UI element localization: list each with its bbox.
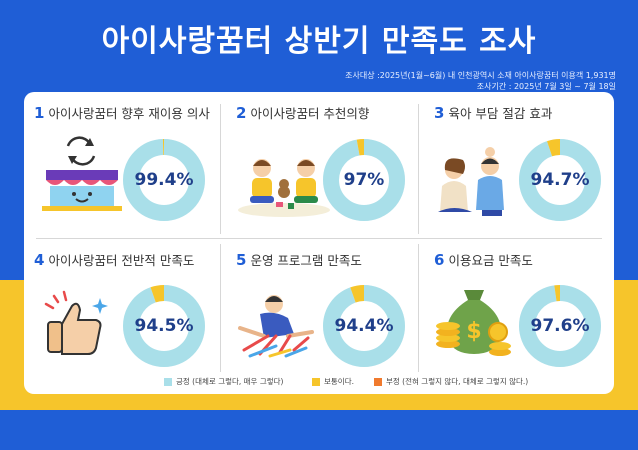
donut-value-5: 94.4% [334, 316, 394, 336]
donut-chart-2: 97% [322, 138, 406, 222]
chart-title-text: 이용요금 만족도 [448, 253, 533, 268]
svg-text:$: $ [466, 319, 481, 344]
results-card: 1 아이사랑꿈터 향후 재이용 의사 99.4% [24, 92, 614, 394]
chart-number: 5 [236, 251, 247, 269]
legend: 긍정 (대체로 그렇다, 매우 그렇다) 보통이다. 부정 (전혀 그렇지 않다… [24, 376, 614, 390]
donut-chart-6: 97.6% [518, 284, 602, 368]
children-playing-icon [236, 154, 332, 218]
chart-title-1: 1 아이사랑꿈터 향후 재이용 의사 [34, 103, 210, 122]
donut-svg-2 [323, 139, 405, 221]
chart-title-text: 아이사랑꿈터 전반적 만족도 [48, 253, 195, 268]
legend-item-negative: 부정 (전혀 그렇지 않다, 대체로 그렇지 않다.) [374, 376, 528, 387]
survey-meta: 조사대상 :2025년(1월~6월) 내 인천광역시 소재 아이사랑꿈터 이용객… [345, 70, 616, 92]
divider [418, 104, 419, 234]
donut-chart-4: 94.5% [122, 284, 206, 368]
donut-neutral-2 [323, 139, 405, 221]
donut-svg-6 [519, 285, 601, 367]
legend-label: 긍정 (대체로 그렇다, 매우 그렇다) [176, 377, 284, 386]
legend-item-neutral: 보통이다. [312, 376, 354, 387]
divider [36, 238, 602, 239]
donut-svg-3 [519, 139, 601, 221]
donut-neutral-5 [323, 285, 405, 367]
chart-title-text: 아이사랑꿈터 추천의향 [250, 106, 370, 121]
legend-swatch-negative [374, 377, 382, 386]
donut-neutral-4 [123, 285, 205, 367]
chart-title-6: 6 이용요금 만족도 [434, 250, 533, 269]
chart-title-text: 아이사랑꿈터 향후 재이용 의사 [48, 106, 210, 121]
donut-svg-5 [323, 285, 405, 367]
legend-label: 부정 (전혀 그렇지 않다, 대체로 그렇지 않다.) [386, 377, 529, 386]
family-icon [432, 146, 516, 218]
donut-chart-3: 94.7% [518, 138, 602, 222]
divider [220, 104, 221, 234]
donut-value-4: 94.5% [134, 316, 194, 336]
donut-svg-4 [123, 285, 205, 367]
chart-number: 2 [236, 104, 247, 122]
chart-title-5: 5 운영 프로그램 만족도 [236, 250, 362, 269]
chart-number: 6 [434, 251, 445, 269]
legend-item-positive: 긍정 (대체로 그렇다, 매우 그렇다) [164, 376, 283, 387]
legend-swatch-positive [164, 377, 172, 386]
chart-number: 1 [34, 104, 45, 122]
survey-period: 조사기간 : 2025년 7월 3일 ~ 7월 18일 [476, 82, 616, 91]
chart-number: 3 [434, 104, 445, 122]
legend-swatch-neutral [312, 377, 320, 386]
donut-chart-1: 99.4% [122, 138, 206, 222]
page-title: 아이사랑꿈터 상반기 만족도 조사 [101, 24, 537, 59]
divider [220, 244, 221, 372]
donut-value-6: 97.6% [530, 316, 590, 336]
survey-target: 조사대상 :2025년(1월~6월) 내 인천광역시 소재 아이사랑꿈터 이용객… [345, 71, 616, 80]
donut-neutral-6 [519, 285, 601, 367]
legend-label: 보통이다. [324, 377, 354, 386]
donut-neutral-1 [123, 139, 205, 221]
chart-title-3: 3 육아 부담 절감 효과 [434, 103, 552, 122]
divider [418, 244, 419, 372]
donut-chart-5: 94.4% [322, 284, 406, 368]
donut-value-1: 99.4% [134, 170, 194, 190]
donut-value-2: 97% [343, 170, 385, 190]
chart-title-text: 운영 프로그램 만족도 [250, 253, 362, 268]
chart-number: 4 [34, 251, 45, 269]
child-drawing-icon [230, 290, 324, 360]
money-bag-icon: $ [434, 278, 514, 362]
chart-title-2: 2 아이사랑꿈터 추천의향 [236, 103, 369, 122]
chart-title-4: 4 아이사랑꿈터 전반적 만족도 [34, 250, 194, 269]
donut-svg-1 [123, 139, 205, 221]
donut-neutral-3 [519, 139, 601, 221]
bottom-band [0, 410, 638, 450]
thumbs-up-icon [40, 288, 112, 360]
store-icon [38, 132, 126, 212]
donut-value-3: 94.7% [530, 170, 590, 190]
chart-title-text: 육아 부담 절감 효과 [448, 106, 553, 121]
